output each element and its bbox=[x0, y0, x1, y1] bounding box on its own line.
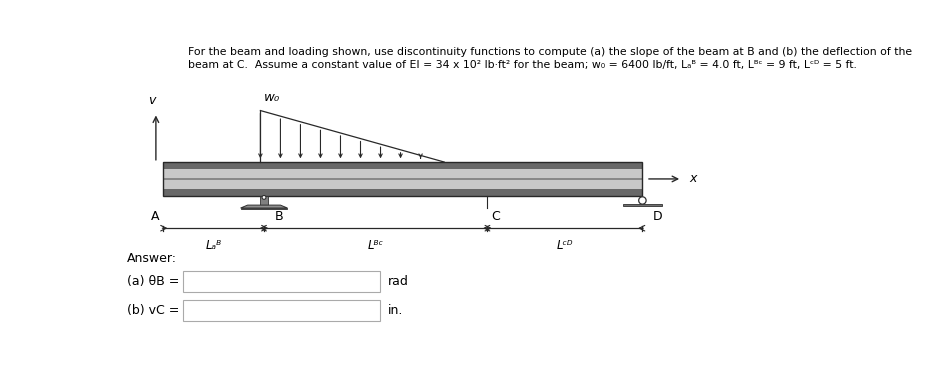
Bar bbox=[163, 178, 643, 180]
Text: x: x bbox=[689, 172, 697, 185]
Bar bbox=[183, 300, 380, 321]
Text: For the beam and loading shown, use discontinuity functions to compute (a) the s: For the beam and loading shown, use disc… bbox=[188, 47, 912, 57]
Bar bbox=[163, 162, 643, 196]
Text: (b) vC =: (b) vC = bbox=[127, 304, 179, 317]
Text: B: B bbox=[275, 210, 284, 223]
Text: (a) θB =: (a) θB = bbox=[127, 275, 179, 288]
Bar bbox=[163, 189, 643, 196]
Bar bbox=[241, 208, 287, 209]
Text: Lᶜᴰ: Lᶜᴰ bbox=[556, 239, 573, 252]
Text: D: D bbox=[653, 210, 663, 223]
Bar bbox=[163, 162, 643, 168]
Text: C: C bbox=[491, 210, 499, 223]
Circle shape bbox=[262, 196, 266, 199]
Text: beam at C.  Assume a constant value of EI = 34 x 10² lb·ft² for the beam; w₀ = 6: beam at C. Assume a constant value of EI… bbox=[188, 60, 857, 70]
Text: in.: in. bbox=[388, 304, 404, 317]
Circle shape bbox=[639, 197, 646, 204]
Bar bbox=[622, 204, 662, 206]
Text: rad: rad bbox=[388, 275, 409, 288]
Text: A: A bbox=[151, 210, 159, 223]
Text: Answer:: Answer: bbox=[127, 252, 177, 265]
Bar bbox=[183, 271, 380, 291]
Bar bbox=[163, 162, 643, 196]
Bar bbox=[259, 196, 269, 205]
Text: w₀: w₀ bbox=[264, 91, 280, 104]
Text: Lᴮᶜ: Lᴮᶜ bbox=[367, 239, 384, 252]
Polygon shape bbox=[241, 205, 287, 208]
Text: Lₐᴮ: Lₐᴮ bbox=[206, 239, 221, 252]
Text: v: v bbox=[148, 94, 155, 107]
